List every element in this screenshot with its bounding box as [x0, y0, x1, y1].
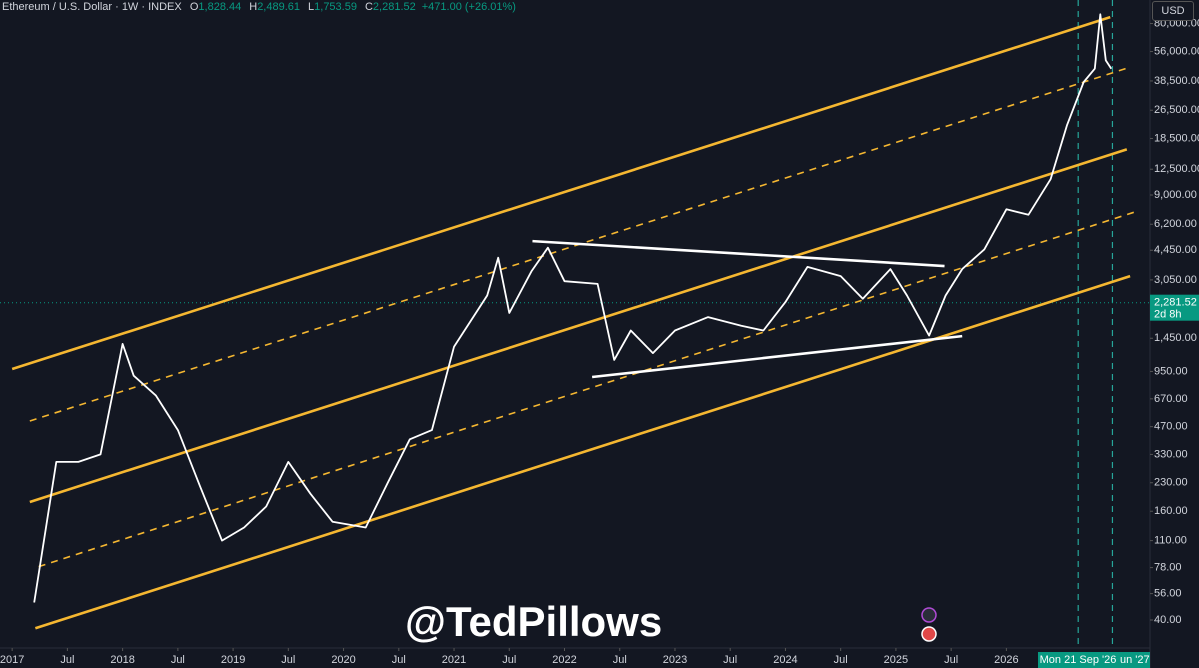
crosshair-label: un '27 [1120, 654, 1150, 666]
y-tick-label: 3,050.00 [1154, 274, 1197, 286]
y-tick-label: 9,000.00 [1154, 189, 1197, 201]
y-tick-label: 950.00 [1154, 365, 1188, 377]
x-tick-label: 2026 [994, 654, 1018, 666]
last-price-box [1150, 294, 1199, 321]
x-tick-label: Jul [613, 654, 627, 666]
ohlc-value: 2,489.61 [257, 1, 301, 13]
x-tick-label: Jul [502, 654, 516, 666]
y-tick-label: 78.00 [1154, 562, 1182, 574]
countdown: 2d 8h [1154, 309, 1182, 321]
x-tick-label: 2023 [663, 654, 687, 666]
currency-button[interactable]: USD [1152, 1, 1194, 21]
ohlc-key: C [364, 1, 373, 13]
ohlc-value: 1,828.44 [198, 1, 242, 13]
trend-line [532, 239, 945, 268]
channel-midline [38, 211, 1135, 568]
x-tick-label: 2025 [884, 654, 908, 666]
y-tick-label: 4,450.00 [1154, 244, 1197, 256]
x-tick-label: 2024 [773, 654, 797, 666]
x-tick-label: Jul [171, 654, 185, 666]
trend-line [34, 274, 1131, 630]
price-line [33, 13, 1113, 603]
trend-line [591, 334, 963, 379]
y-tick-label: 330.00 [1154, 448, 1188, 460]
ohlc-value: 2,281.52 [372, 1, 416, 13]
x-tick-label: 2022 [552, 654, 576, 666]
x-tick-label: 2020 [331, 654, 355, 666]
x-tick-label: 2017 [0, 654, 24, 666]
x-tick-label: Jul [281, 654, 295, 666]
ohlc-key: O [189, 1, 199, 13]
x-tick-label: 2019 [221, 654, 245, 666]
y-tick-label: 56,000.00 [1154, 45, 1199, 57]
crosshair-box [1038, 652, 1118, 668]
change: +471.00 (+26.01%) [421, 1, 516, 13]
y-tick-label: 1,450.00 [1154, 332, 1197, 344]
y-tick-label: 230.00 [1154, 477, 1188, 489]
trend-line [11, 15, 1111, 371]
last-price-label: 2,281.52 [1154, 297, 1197, 309]
y-tick-label: 40.00 [1154, 614, 1182, 626]
ohlc-key: H [249, 1, 258, 13]
y-tick-label: 470.00 [1154, 421, 1188, 433]
crosshair-box [1118, 652, 1150, 668]
x-tick-label: Jul [834, 654, 848, 666]
y-tick-label: 38,500.00 [1154, 75, 1199, 87]
x-tick-label: 2021 [442, 654, 466, 666]
y-tick-label: 670.00 [1154, 393, 1188, 405]
y-tick-label: 12,500.00 [1154, 163, 1199, 175]
x-tick-label: Jul [944, 654, 958, 666]
x-tick-label: Jul [723, 654, 737, 666]
y-tick-label: 26,500.00 [1154, 104, 1199, 116]
trend-line [29, 148, 1128, 504]
event-icon [921, 626, 937, 642]
y-tick-label: 160.00 [1154, 505, 1188, 517]
y-tick-label: 110.00 [1154, 535, 1187, 547]
ohlc-value: 1,753.59 [314, 1, 357, 13]
x-tick-label: Jul [60, 654, 74, 666]
symbol: Ethereum / U.S. Dollar · 1W · INDEX [2, 1, 182, 13]
crosshair-label: Mon 21 Sep '26 [1040, 654, 1117, 666]
y-tick-label: 18,500.00 [1154, 132, 1199, 144]
ohlc-key: L [308, 1, 315, 13]
y-tick-label: 6,200.00 [1154, 218, 1197, 230]
event-icon [921, 607, 937, 623]
watermark: @TedPillows [405, 598, 663, 645]
y-tick-label: 56.00 [1154, 588, 1182, 600]
legend-header: Ethereum / U.S. Dollar · 1W · INDEX O1,8… [2, 1, 522, 13]
x-tick-label: Jul [392, 654, 406, 666]
x-tick-label: 2018 [110, 654, 134, 666]
